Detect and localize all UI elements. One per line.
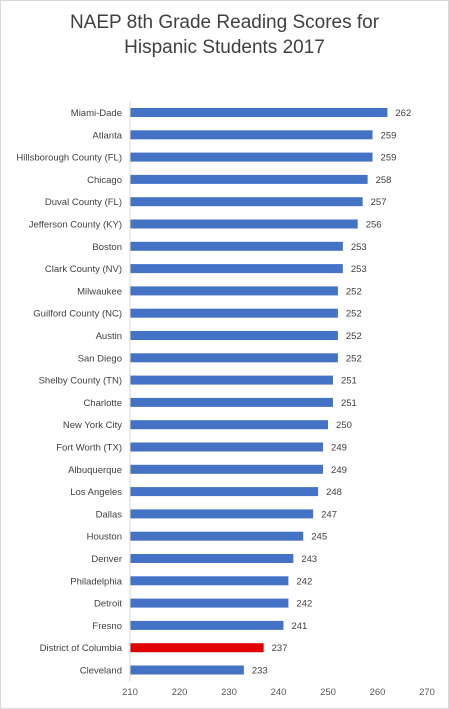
category-label-clark-county-nv: Clark County (NV) (45, 264, 122, 275)
category-label-district-of-columbia: District of Columbia (40, 643, 123, 654)
category-label-san-diego: San Diego (78, 353, 122, 364)
bar-boston (130, 241, 343, 251)
bar-miami-dade (130, 108, 388, 117)
x-tick-label-210: 210 (122, 687, 138, 698)
value-label-duval-county-fl: 257 (371, 197, 387, 208)
category-label-milwaukee: Milwaukee (77, 286, 122, 297)
value-label-austin: 252 (346, 331, 362, 342)
value-label-san-diego: 252 (346, 353, 362, 364)
x-tick-label-250: 250 (320, 687, 336, 698)
value-label-guilford-county-nc: 252 (346, 309, 362, 320)
x-tick-label-260: 260 (370, 687, 386, 698)
value-label-shelby-county-tn: 251 (341, 376, 357, 387)
category-label-duval-county-fl: Duval County (FL) (45, 197, 122, 208)
value-labels: 262 259 259 258 257 256 253 253 252 252 252 252 251 2… (252, 108, 411, 677)
value-label-new-york-city: 250 (336, 420, 352, 431)
category-labels: Miami-Dade Atlanta Hillsborough County (FL… (16, 108, 122, 677)
x-tick-label-220: 220 (172, 687, 188, 698)
category-label-philadelphia: Philadelphia (70, 576, 122, 587)
category-label-dallas: Dallas (96, 509, 123, 520)
category-label-miami-dade: Miami-Dade (71, 108, 122, 119)
category-label-jefferson-county-ky: Jefferson County (KY) (29, 220, 122, 231)
value-label-boston: 253 (351, 242, 367, 253)
category-label-atlanta: Atlanta (92, 130, 122, 141)
category-label-houston: Houston (87, 532, 122, 543)
bar-los-angeles (130, 487, 319, 497)
category-label-fresno: Fresno (92, 621, 122, 632)
bar-chicago (130, 174, 368, 184)
value-label-charlotte: 251 (341, 398, 357, 409)
bar-fort-worth-tx (130, 442, 324, 452)
bar-san-diego (130, 353, 338, 363)
value-label-district-of-columbia: 237 (272, 643, 288, 654)
bar-duval-county-fl (130, 197, 363, 207)
category-label-austin: Austin (96, 331, 122, 342)
category-label-new-york-city: New York City (63, 420, 122, 431)
value-label-denver: 243 (301, 554, 317, 565)
category-label-los-angeles: Los Angeles (70, 487, 122, 498)
bar-philadelphia (130, 576, 289, 586)
bar-charlotte (130, 397, 333, 407)
bar-jefferson-county-ky (130, 219, 358, 229)
value-label-houston: 245 (311, 532, 327, 543)
x-tick-label-230: 230 (221, 687, 237, 698)
x-tick-label-240: 240 (271, 687, 287, 698)
bar-guilford-county-nc (130, 308, 338, 318)
bar-milwaukee (130, 286, 338, 296)
bar-detroit (130, 598, 289, 608)
value-label-fort-worth-tx: 249 (331, 443, 347, 454)
chart-title-line-2: Hispanic Students 2017 (124, 37, 325, 58)
value-label-fresno: 241 (291, 621, 307, 632)
chart-title-line-1: NAEP 8th Grade Reading Scores for (69, 12, 380, 33)
category-label-charlotte: Charlotte (83, 398, 122, 409)
value-label-chicago: 258 (376, 175, 392, 186)
bar-houston (130, 531, 304, 541)
value-label-milwaukee: 252 (346, 286, 362, 297)
chart-title: NAEP 8th Grade Reading Scores for Hispan… (0, 10, 449, 60)
bar-shelby-county-tn (130, 375, 333, 385)
category-label-cleveland: Cleveland (80, 666, 122, 677)
value-label-hillsborough-county-fl: 259 (381, 153, 397, 164)
bar-clark-county-nv (130, 264, 343, 274)
value-label-philadelphia: 242 (296, 576, 312, 587)
category-label-hillsborough-county-fl: Hillsborough County (FL) (16, 153, 122, 164)
x-tick-label-270: 270 (419, 687, 435, 698)
category-label-guilford-county-nc: Guilford County (NC) (33, 309, 122, 320)
value-label-albuquerque: 249 (331, 465, 347, 476)
value-label-dallas: 247 (321, 509, 337, 520)
category-label-denver: Denver (91, 554, 122, 565)
value-label-detroit: 242 (296, 599, 312, 610)
x-tick-labels: 210 220 230 240 250 260 270 (122, 687, 435, 698)
value-label-jefferson-county-ky: 256 (366, 220, 382, 231)
bar-hillsborough-county-fl (130, 152, 373, 162)
bar-denver (130, 554, 294, 563)
category-label-boston: Boston (92, 242, 122, 253)
bar-dallas (130, 509, 314, 519)
bar-cleveland (130, 665, 244, 675)
bar-new-york-city (130, 420, 328, 430)
value-label-miami-dade: 262 (395, 108, 411, 119)
bar-albuquerque (130, 464, 324, 474)
category-label-albuquerque: Albuquerque (68, 465, 122, 476)
value-label-cleveland: 233 (252, 666, 268, 677)
bars-group (130, 108, 388, 675)
category-label-shelby-county-tn: Shelby County (TN) (39, 376, 122, 387)
category-label-chicago: Chicago (87, 175, 122, 186)
value-label-atlanta: 259 (381, 130, 397, 141)
category-label-fort-worth-tx: Fort Worth (TX) (56, 443, 122, 454)
value-label-clark-county-nv: 253 (351, 264, 367, 275)
bar-atlanta (130, 130, 373, 140)
bar-fresno (130, 620, 284, 630)
category-label-detroit: Detroit (94, 599, 122, 610)
value-label-los-angeles: 248 (326, 487, 342, 498)
bar-district-of-columbia (130, 643, 264, 653)
bar-austin (130, 331, 338, 340)
